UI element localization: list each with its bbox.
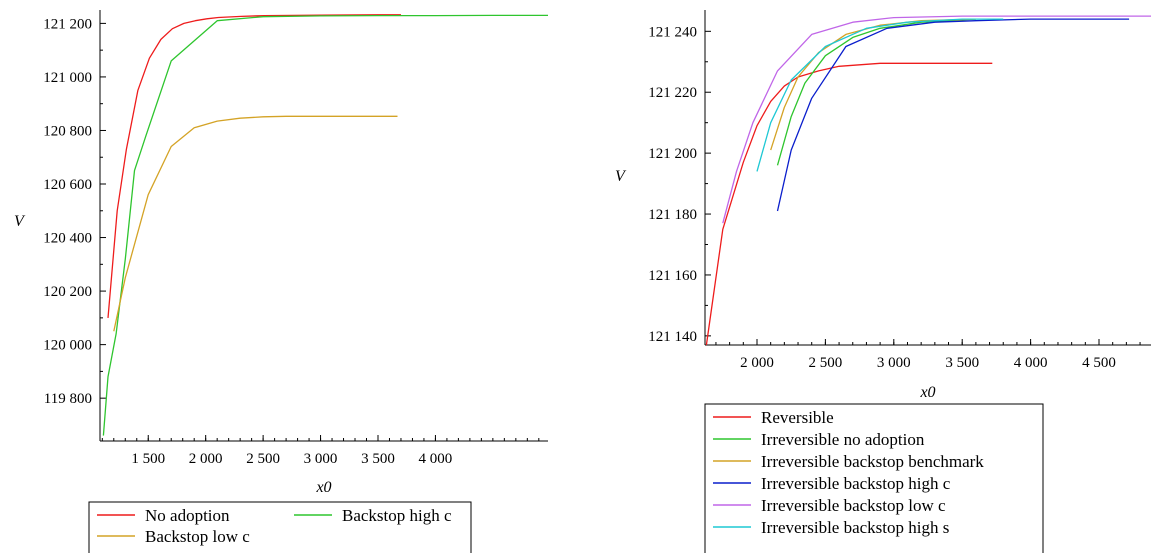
x-tick-label: 3 500 [361,451,395,467]
legend: Reversible Irreversible no adoption Irreve… [704,403,1044,553]
y-tick-label: 120 400 [43,231,92,247]
y-tick-label: 120 000 [43,338,92,354]
chart-2: 121 140 121 160 121 180 121 200 121 220 121 2… [615,10,1151,553]
x-tick-label: 4 000 [1014,355,1048,371]
series-line-3 [113,115,398,332]
y-tick-label: 121 160 [648,268,697,284]
series-line-2 [776,18,976,166]
x-tick-label: 2 000 [740,355,774,371]
chart-1: 119 800 120 000 120 200 120 400 120 600 120 8… [14,10,548,553]
y-tick-label: 121 220 [648,85,697,101]
legend: No adoption Backstop high c Backstop low c [88,501,472,553]
legend-label: Irreversible backstop low c [761,496,946,515]
series-line-1 [107,14,401,318]
legend-label: Irreversible backstop high c [761,474,951,493]
x-tick-label: 2 500 [246,451,280,467]
legend-label: Backstop high c [342,506,452,525]
y-axis-title: V [615,168,627,185]
x-tick-label: 3 000 [304,451,338,467]
y-tick-label: 120 800 [43,123,92,139]
x-axis-title: x0 [919,384,935,401]
y-tick-label: 121 000 [43,70,92,86]
x-tick-label: 1 500 [131,451,165,467]
series-line-2 [102,14,548,436]
legend-label: Reversible [761,408,834,427]
y-tick-label: 121 200 [43,16,92,32]
legend-label: Backstop low c [145,527,250,546]
x-tick-label: 3 500 [945,355,979,371]
y-axis-title: V [14,213,26,230]
y-tick-label: 120 200 [43,284,92,300]
legend-box [704,403,1044,553]
y-tick-label: 120 600 [43,177,92,193]
y-tick-label: 121 240 [648,24,697,40]
series-line-4 [776,18,1130,212]
legend-label: Irreversible backstop benchmark [761,452,984,471]
series-line-3 [770,18,976,151]
x-tick-label: 4 000 [419,451,453,467]
y-tick-label: 121 180 [648,207,697,223]
series-line-5 [722,15,1151,224]
x-tick-label: 2 500 [809,355,843,371]
legend-label: No adoption [145,506,230,525]
x-axis-title: x0 [315,479,331,496]
legend-box [88,501,472,553]
x-tick-label: 3 000 [877,355,911,371]
y-tick-label: 121 140 [648,329,697,345]
series-line-6 [756,18,1004,172]
x-tick-label: 2 000 [189,451,223,467]
x-tick-label: 4 500 [1082,355,1116,371]
y-tick-label: 121 200 [648,146,697,162]
y-tick-label: 119 800 [44,391,92,407]
series-line-1 [705,62,993,346]
legend-label: Irreversible backstop high s [761,518,949,537]
legend-label: Irreversible no adoption [761,430,925,449]
